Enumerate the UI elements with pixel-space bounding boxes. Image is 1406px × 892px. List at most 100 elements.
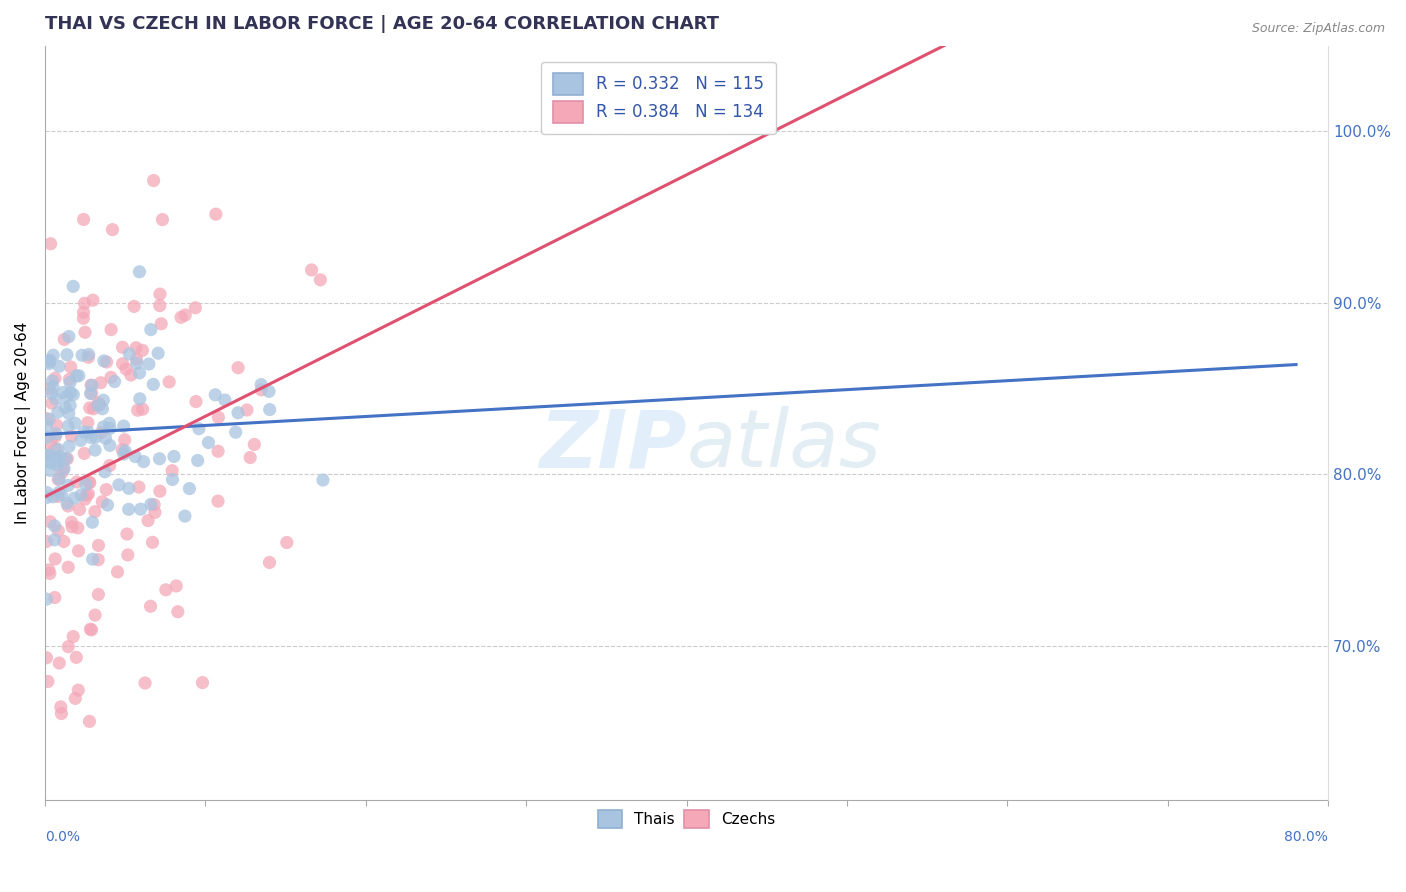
Point [58, 439, 80, 453]
Point [155, 582, 177, 597]
Point [51, 465, 73, 479]
Point [170, 310, 193, 325]
Point [111, 340, 134, 354]
Point [72, 305, 94, 319]
Point [66, 475, 89, 489]
Point [80, 378, 103, 392]
Point [69, 434, 91, 448]
Text: atlas: atlas [686, 407, 882, 484]
Legend: Thais, Czechs: Thais, Czechs [592, 804, 782, 834]
Point [65, 691, 87, 706]
Point [49, 450, 72, 464]
Point [103, 375, 125, 389]
Point [42, 348, 65, 362]
Point [45, 458, 67, 472]
Point [70, 348, 93, 362]
Point [114, 443, 136, 458]
Point [56, 389, 79, 403]
Point [143, 498, 166, 512]
Point [60, 429, 83, 443]
Point [48, 485, 70, 500]
Point [214, 392, 236, 407]
Point [46, 442, 69, 457]
Point [204, 388, 226, 402]
Point [142, 173, 165, 187]
Point [77, 487, 100, 501]
Point [91, 495, 114, 509]
Point [136, 514, 159, 528]
Point [56, 499, 79, 513]
Point [312, 473, 335, 487]
Point [90, 425, 112, 440]
Point [38, 355, 60, 369]
Point [44, 371, 66, 385]
Point [62, 630, 84, 644]
Point [207, 444, 229, 458]
Point [111, 357, 134, 371]
Text: Source: ZipAtlas.com: Source: ZipAtlas.com [1251, 22, 1385, 36]
Point [184, 394, 207, 409]
Point [128, 366, 150, 380]
Point [37, 445, 59, 459]
Point [44, 591, 66, 605]
Point [46, 405, 69, 419]
Point [52, 385, 75, 400]
Point [37, 448, 59, 462]
Point [77, 347, 100, 361]
Point [46, 473, 69, 487]
Point [79, 475, 101, 490]
Point [142, 377, 165, 392]
Point [35, 534, 58, 549]
Point [75, 477, 97, 491]
Point [127, 403, 149, 417]
Point [39, 236, 62, 251]
Point [129, 502, 152, 516]
Point [67, 544, 90, 558]
Point [128, 480, 150, 494]
Point [38, 563, 60, 577]
Point [44, 430, 66, 444]
Point [125, 341, 148, 355]
Point [84, 608, 107, 623]
Point [58, 406, 80, 420]
Point [39, 434, 62, 449]
Point [48, 472, 70, 486]
Point [131, 402, 153, 417]
Point [59, 359, 82, 374]
Point [207, 494, 229, 508]
Point [37, 674, 59, 689]
Point [134, 676, 156, 690]
Point [165, 579, 187, 593]
Point [73, 325, 96, 339]
Point [157, 375, 180, 389]
Point [149, 287, 172, 301]
Point [73, 296, 96, 310]
Point [94, 431, 117, 445]
Point [79, 622, 101, 636]
Point [87, 587, 110, 601]
Point [107, 565, 129, 579]
Point [79, 401, 101, 415]
Point [52, 461, 75, 475]
Point [150, 317, 173, 331]
Point [96, 483, 118, 497]
Point [58, 640, 80, 654]
Point [38, 353, 60, 368]
Point [243, 437, 266, 451]
Point [112, 447, 135, 461]
Point [80, 378, 103, 392]
Point [141, 535, 163, 549]
Point [174, 308, 197, 322]
Point [79, 714, 101, 729]
Point [80, 623, 103, 637]
Point [73, 446, 96, 460]
Point [124, 450, 146, 464]
Point [187, 453, 209, 467]
Point [179, 482, 201, 496]
Point [76, 416, 98, 430]
Point [53, 333, 76, 347]
Point [45, 417, 67, 432]
Point [44, 552, 66, 566]
Y-axis label: In Labor Force | Age 20-64: In Labor Force | Age 20-64 [15, 322, 31, 524]
Point [259, 556, 281, 570]
